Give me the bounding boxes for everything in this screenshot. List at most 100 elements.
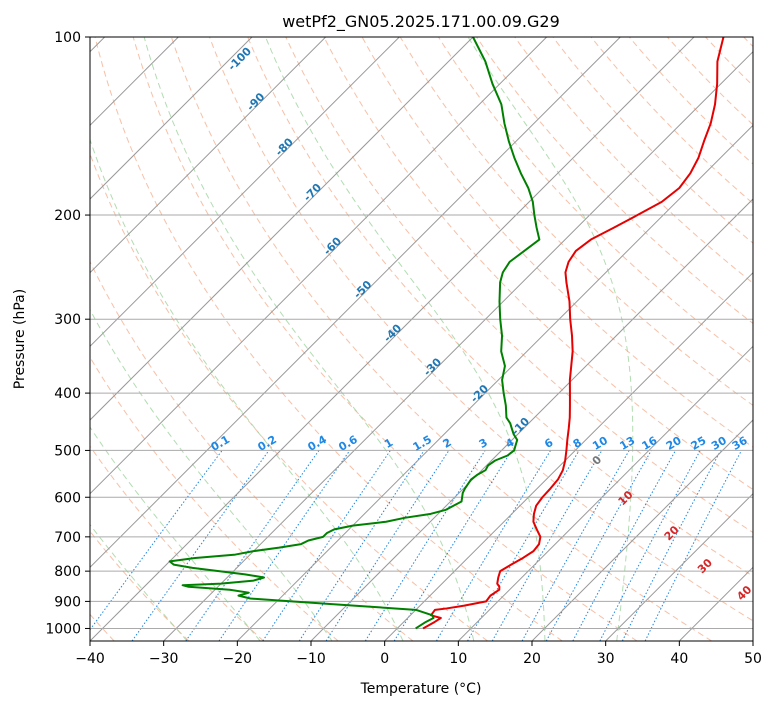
dry-adiabat — [209, 37, 753, 622]
dry-adiabat-label: -90 — [244, 90, 267, 113]
isotherm — [163, 50, 753, 641]
dry-adiabat-label: -10 — [509, 415, 532, 438]
mixing-ratio-line — [262, 450, 391, 641]
dry-adiabat — [247, 37, 753, 577]
x-tick-label: −10 — [296, 651, 326, 667]
mixing-ratio-label: 6 — [542, 436, 555, 451]
dewpoint-profile — [168, 37, 541, 630]
x-axis-label: Temperature (°C) — [360, 681, 482, 697]
y-tick-label: 1000 — [45, 621, 81, 637]
dry-adiabat-label: -20 — [468, 382, 491, 405]
x-tick-label: −20 — [223, 651, 253, 667]
dry-adiabat — [90, 445, 264, 641]
x-tick-label: 30 — [597, 651, 615, 667]
dry-adiabat-label: -80 — [273, 135, 296, 158]
moist-adiabat — [265, 37, 546, 641]
moist-adiabat-label: 40 — [734, 583, 754, 603]
isotherm — [752, 640, 753, 641]
dry-adiabat — [399, 37, 753, 407]
dry-adiabat — [94, 37, 563, 641]
isotherm — [310, 198, 753, 641]
dry-adiabat — [323, 37, 753, 491]
y-axis-label: Pressure (hPa) — [12, 289, 28, 389]
dry-adiabat-label: -40 — [381, 321, 404, 344]
x-tick-label: 20 — [523, 651, 541, 667]
mixing-ratio-line — [218, 450, 351, 641]
temperature-profile — [422, 37, 725, 630]
mixing-ratio-line — [545, 450, 652, 641]
moist-adiabat — [90, 308, 333, 641]
y-tick-label: 900 — [54, 594, 81, 610]
y-tick-label: 500 — [54, 443, 81, 459]
isotherm — [90, 37, 327, 274]
dry-adiabat — [438, 37, 753, 365]
mixing-ratio-line — [572, 450, 676, 641]
mixing-ratio-line — [491, 450, 603, 641]
dry-adiabat — [90, 356, 339, 641]
mixing-ratio-line — [621, 450, 722, 641]
mixing-ratio-line — [599, 450, 701, 641]
y-tick-label: 400 — [54, 386, 81, 402]
dry-adiabat-label: -100 — [225, 44, 254, 73]
dry-adiabat — [90, 530, 190, 641]
dry-adiabat — [476, 37, 753, 325]
dry-adiabat — [705, 37, 753, 87]
mixing-ratio-line — [521, 450, 630, 641]
moist-adiabat — [143, 37, 475, 641]
dry-adiabat — [667, 37, 753, 126]
isotherm — [90, 37, 695, 641]
mixing-ratio-line — [298, 450, 425, 641]
dry-adiabat — [552, 37, 753, 244]
moist-adiabat — [90, 523, 188, 641]
dry-adiabat — [514, 37, 753, 284]
y-tick-label: 200 — [54, 208, 81, 224]
x-tick-label: −30 — [149, 651, 179, 667]
isotherm — [236, 124, 753, 641]
isotherm — [90, 37, 621, 569]
dry-adiabat-label: -60 — [321, 234, 344, 257]
mixing-ratio-line — [364, 450, 486, 641]
moist-adiabat-label: 30 — [695, 556, 715, 576]
isotherm — [90, 37, 474, 421]
dry-adiabat — [628, 37, 753, 165]
isotherm — [90, 37, 400, 348]
dry-adiabat — [170, 37, 712, 641]
moist-adiabat-label: 10 — [616, 488, 636, 508]
moist-adiabat-label: 20 — [662, 523, 682, 543]
isotherm — [678, 566, 753, 641]
dry-adiabat-label: -50 — [351, 278, 374, 301]
x-tick-label: 0 — [380, 651, 389, 667]
chart-title: wetPf2_GN05.2025.171.00.09.G29 — [282, 12, 560, 32]
dry-adiabat — [743, 37, 753, 48]
mixing-ratio-line — [644, 450, 742, 641]
moist-adiabat — [90, 138, 404, 641]
isotherm — [457, 345, 753, 641]
dry-adiabat-label: -70 — [301, 181, 324, 204]
moist-adiabat — [467, 37, 634, 641]
moist-adiabat — [90, 426, 261, 641]
mixing-ratio-line — [393, 450, 513, 641]
y-tick-label: 100 — [54, 30, 81, 46]
mixing-ratio-label: 3 — [477, 436, 490, 451]
x-tick-label: 50 — [744, 651, 762, 667]
x-tick-label: −40 — [75, 651, 105, 667]
moist-adiabat-label: 0 — [590, 453, 605, 468]
mixing-ratio-label: 2 — [441, 436, 454, 451]
y-tick-label: 700 — [54, 530, 81, 546]
isotherm — [384, 271, 753, 641]
mixing-ratio-line — [90, 450, 223, 631]
dry-adiabat — [132, 37, 638, 641]
dry-adiabat — [90, 260, 414, 641]
y-axis: 100 200 300 400 500 600 700 800 900 1000 — [45, 30, 90, 637]
isotherm — [90, 37, 253, 200]
y-tick-label: 300 — [54, 312, 81, 328]
plot-frame — [89, 36, 754, 642]
y-tick-label: 800 — [54, 564, 81, 580]
plot-area: -100-90-80-70-60-50-40-30-20-10010203040… — [90, 37, 754, 641]
dry-adiabat — [90, 152, 488, 641]
mixing-ratio-line — [131, 450, 270, 641]
dry-adiabat — [590, 37, 753, 205]
dry-adiabat-label: -30 — [421, 355, 444, 378]
mixing-ratio-line — [185, 450, 320, 641]
